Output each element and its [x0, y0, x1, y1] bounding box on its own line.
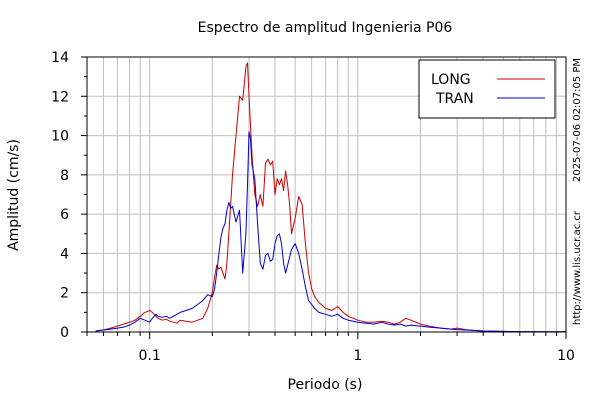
legend-box — [418, 59, 556, 119]
y-tick-label: 12 — [51, 89, 69, 105]
y-tick-label: 0 — [60, 325, 69, 341]
x-tick-label: 1 — [353, 348, 362, 364]
legend-entry-tran: TRAN — [435, 91, 474, 107]
axis-ticks: 0 2 4 6 8 10 12 14 0.1 1 10 — [51, 50, 575, 364]
y-tick-label: 14 — [51, 50, 69, 66]
url-note: http://www.lis.ucr.ac.cr — [572, 210, 583, 325]
series-line-tran — [95, 131, 566, 333]
legend-entry-long: LONG — [431, 72, 471, 88]
y-tick-label: 2 — [60, 286, 69, 302]
series-lines — [95, 62, 566, 333]
timestamp-note: 2025-07-06 02:07:05 PM — [572, 58, 583, 182]
chart-title: Espectro de amplitud Ingenieria P06 — [198, 20, 453, 36]
x-tick-label: 0.1 — [139, 348, 161, 364]
y-tick-label: 4 — [60, 246, 69, 262]
x-tick-label: 10 — [557, 348, 575, 364]
y-axis-label: Amplitud (cm/s) — [6, 139, 22, 251]
x-axis-label: Periodo (s) — [288, 377, 363, 393]
y-tick-label: 8 — [60, 168, 69, 184]
y-tick-label: 6 — [60, 207, 69, 223]
y-tick-label: 10 — [51, 129, 69, 145]
legend: LONG TRAN — [418, 59, 556, 119]
series-line-long — [95, 62, 566, 333]
